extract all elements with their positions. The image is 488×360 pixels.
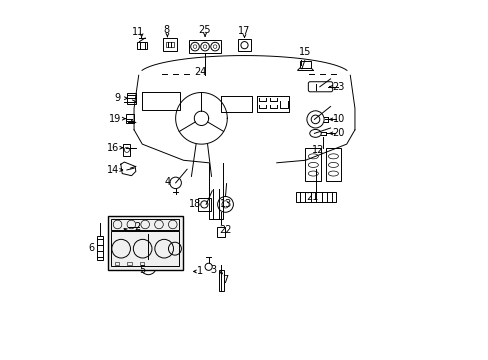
Text: 9: 9 xyxy=(115,93,121,103)
Bar xyxy=(198,198,210,211)
Bar xyxy=(299,61,310,68)
Bar xyxy=(325,148,341,181)
Text: 15: 15 xyxy=(298,47,310,57)
Text: 1: 1 xyxy=(196,266,203,276)
Text: 19: 19 xyxy=(109,114,122,124)
Bar xyxy=(111,231,179,266)
Bar xyxy=(218,270,223,291)
Text: 21: 21 xyxy=(306,192,318,202)
Bar xyxy=(305,148,321,181)
Bar xyxy=(126,93,136,104)
Text: 3: 3 xyxy=(210,265,216,275)
Bar xyxy=(217,226,225,237)
Bar xyxy=(107,216,183,270)
Text: 20: 20 xyxy=(332,129,345,138)
Text: 11: 11 xyxy=(132,27,144,36)
Text: 4: 4 xyxy=(164,177,170,187)
Text: 14: 14 xyxy=(106,165,119,175)
Text: 17: 17 xyxy=(238,26,250,36)
Bar xyxy=(97,237,102,260)
Bar xyxy=(123,144,130,156)
Bar xyxy=(188,40,221,53)
Bar xyxy=(137,41,147,49)
Text: 6: 6 xyxy=(88,243,94,253)
Bar xyxy=(115,262,119,265)
Text: 13: 13 xyxy=(220,199,232,210)
Text: 16: 16 xyxy=(107,143,119,153)
Text: 5: 5 xyxy=(139,265,145,275)
Text: 22: 22 xyxy=(219,225,232,235)
Text: 23: 23 xyxy=(332,82,345,92)
Text: 7: 7 xyxy=(222,275,228,285)
Bar xyxy=(238,39,250,51)
Text: 25: 25 xyxy=(198,25,210,35)
Bar xyxy=(125,114,133,123)
Text: 2: 2 xyxy=(134,222,140,231)
Bar xyxy=(140,262,144,265)
Text: 18: 18 xyxy=(188,199,201,210)
Text: 10: 10 xyxy=(332,114,344,125)
Bar xyxy=(127,262,131,265)
Bar xyxy=(296,192,335,202)
Text: 24: 24 xyxy=(194,67,206,77)
Bar xyxy=(165,41,174,47)
Text: 8: 8 xyxy=(163,26,169,35)
Bar xyxy=(163,38,177,51)
Text: 12: 12 xyxy=(311,145,324,155)
Bar xyxy=(111,219,179,230)
